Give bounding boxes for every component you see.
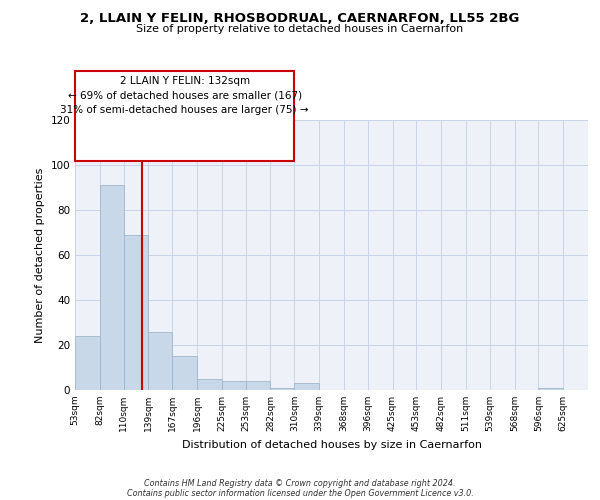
Bar — [124, 235, 148, 390]
Bar — [100, 185, 124, 390]
Bar — [197, 379, 222, 390]
Text: Contains public sector information licensed under the Open Government Licence v3: Contains public sector information licen… — [127, 488, 473, 498]
Text: Contains HM Land Registry data © Crown copyright and database right 2024.: Contains HM Land Registry data © Crown c… — [144, 478, 456, 488]
Text: 2 LLAIN Y FELIN: 132sqm: 2 LLAIN Y FELIN: 132sqm — [119, 76, 250, 86]
Bar — [148, 332, 172, 390]
Bar — [75, 336, 100, 390]
Y-axis label: Number of detached properties: Number of detached properties — [35, 168, 45, 342]
Text: Size of property relative to detached houses in Caernarfon: Size of property relative to detached ho… — [136, 24, 464, 34]
Text: 2, LLAIN Y FELIN, RHOSBODRUAL, CAERNARFON, LL55 2BG: 2, LLAIN Y FELIN, RHOSBODRUAL, CAERNARFO… — [80, 12, 520, 26]
X-axis label: Distribution of detached houses by size in Caernarfon: Distribution of detached houses by size … — [182, 440, 482, 450]
Text: ← 69% of detached houses are smaller (167): ← 69% of detached houses are smaller (16… — [68, 90, 302, 101]
Bar — [172, 356, 197, 390]
Bar — [295, 383, 319, 390]
Bar — [538, 388, 563, 390]
Bar — [271, 388, 295, 390]
Bar — [246, 381, 271, 390]
Bar — [222, 381, 246, 390]
Text: 31% of semi-detached houses are larger (75) →: 31% of semi-detached houses are larger (… — [61, 104, 309, 115]
